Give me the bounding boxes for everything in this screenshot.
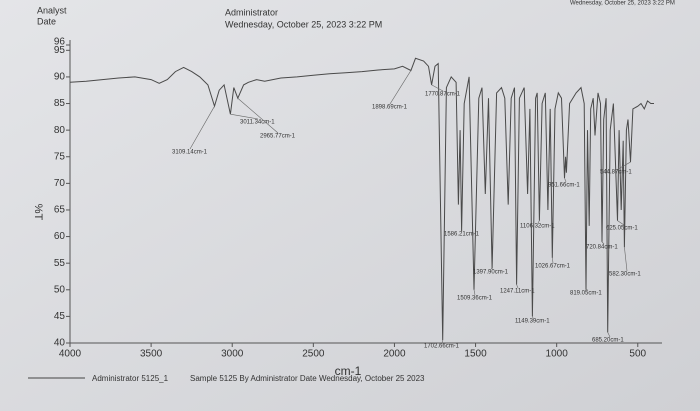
y-tick-label: 85 [54,98,66,109]
peak-leader [617,220,625,226]
y-tick-label: 80 [54,125,66,136]
peak-label: 582.30cm-1 [609,272,641,278]
peak-leader [564,177,567,183]
peak-label: 720.84cm-1 [586,245,618,251]
corner-timestamp: Wednesday, October 25, 2023 3:22 PM [570,1,675,7]
x-tick-label: 3000 [221,349,244,360]
peak-label: 951.66cm-1 [548,183,580,189]
peak-leader [230,113,259,120]
x-tick-label: 1000 [546,349,569,360]
timestamp: Wednesday, October 25, 2023 3:22 PM [225,19,382,29]
y-tick-label: 65 [54,205,66,216]
peak-label: 685.20cm-1 [592,338,624,344]
x-axis-label: cm-1 [335,364,362,378]
x-tick-label: 2500 [302,349,325,360]
peak-leader [431,84,444,92]
peak-label: 1397.90cm-1 [473,270,509,276]
peak-label: 1702.66cm-1 [424,344,460,350]
peak-label: 819.05cm-1 [570,291,602,297]
peak-label: 1898.69cm-1 [372,105,408,111]
analyst-label: Analyst [37,5,67,15]
peak-label: 1026.67cm-1 [535,264,571,270]
y-tick-label: 40 [54,338,66,349]
y-tick-label: 75 [54,151,66,162]
x-tick-label: 2000 [383,349,406,360]
peak-leader [473,289,476,296]
y-tick-label: 60 [54,231,66,242]
peak-leader [624,247,628,272]
peak-leader [237,97,279,134]
peak-leader [617,161,631,170]
peak-leader [389,70,412,105]
peak-label: 1770.87cm-1 [425,92,461,98]
x-tick-label: 4000 [59,349,82,360]
peak-label: 544.87cm-1 [600,170,632,176]
spectrum-line [69,57,654,341]
peak-label: 1149.39cm-1 [515,319,550,325]
operator: Administrator [225,7,278,17]
peak-label: 625.05cm-1 [606,226,638,232]
peak-label: 1586.21cm-1 [444,232,480,238]
y-axis-label: %T [32,204,44,221]
date-label: Date [37,16,56,26]
peak-leader [516,284,519,289]
peak-label: 1247.11cm-1 [500,289,535,295]
peak-label: 3011.34cm-1 [240,120,275,126]
x-tick-label: 3500 [140,349,163,360]
y-tick-label: 90 [54,72,66,83]
peak-label: 1509.36cm-1 [457,296,493,302]
peak-leader [189,106,215,150]
footer-sample: Sample 5125 By Administrator Date Wednes… [190,374,425,383]
y-tick-label: 55 [54,258,66,269]
y-tick-label: 45 [54,311,66,322]
peak-label: 2965.77cm-1 [260,134,296,140]
peak-leader [607,332,611,338]
peak-leader [532,316,534,319]
peak-label: 3109.14cm-1 [172,150,208,156]
peak-leader [441,340,443,344]
y-tick-label: 70 [54,178,66,189]
y-tick-label: 50 [54,284,66,295]
y-tick-label: 95 [54,45,66,56]
peak-leader [490,268,493,270]
x-tick-label: 1500 [464,349,487,360]
y-tick-label: 96 [54,37,66,48]
peak-label: 1106.32cm-1 [520,224,555,230]
peak-leader [552,257,554,264]
x-tick-label: 500 [629,349,646,360]
peak-leader [601,241,605,245]
legend-entry: Administrator 5125_1 [92,374,169,383]
peak-leader [537,220,540,224]
